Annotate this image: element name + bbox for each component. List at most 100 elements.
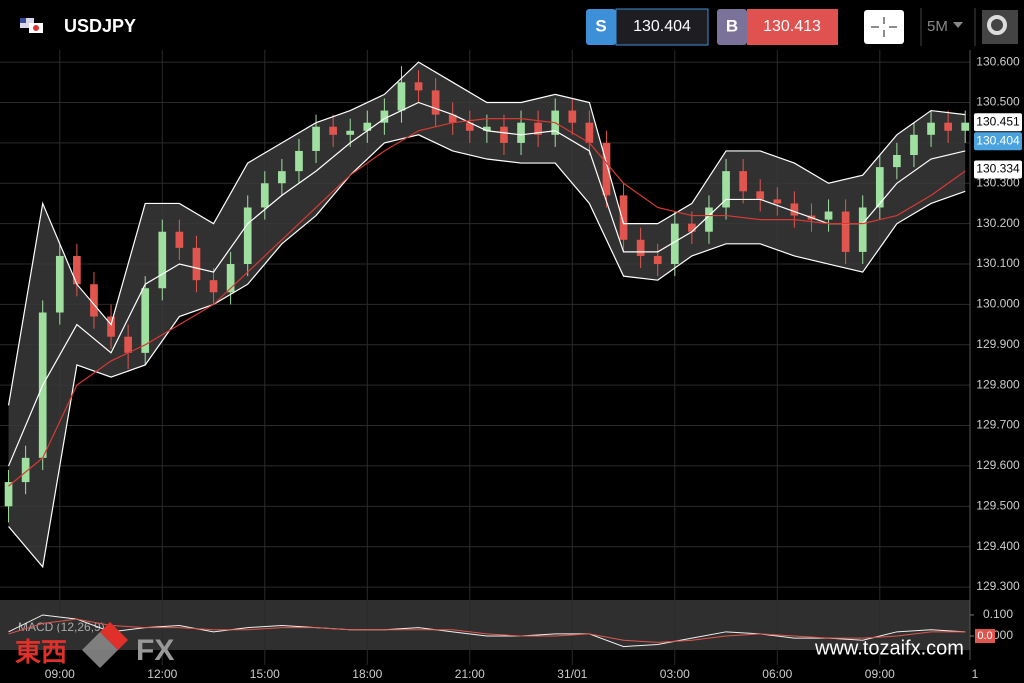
watermark-url: www.tozaifx.com [814,637,964,659]
candle-body [107,316,115,337]
x-tick-label: 1 [972,667,979,681]
candle-body [55,255,64,313]
candle-body [4,482,13,507]
candle-body [773,199,782,204]
y-tick-label: 129.400 [976,539,1020,553]
candle-body [739,171,747,192]
candle-body [910,134,918,155]
timeframe[interactable]: 5M [927,18,948,35]
candle-body [209,280,218,293]
candle-body [295,150,303,172]
candle-body [431,90,440,115]
candle-body [278,171,286,184]
candle-body [175,231,184,248]
y-tick-label: 130.000 [976,297,1020,311]
candle-body [517,122,525,143]
macd-tick-label: 0.100 [983,607,1013,621]
candle-body [465,122,474,131]
candle-body [893,154,901,168]
price-label: 130.404 [976,133,1020,147]
candle-body [824,211,833,220]
macd-panel [0,600,970,650]
crosshair-icon [871,17,897,37]
candle-body [397,82,406,111]
candle-body [346,130,355,135]
macd-line [8,618,966,643]
watermark-logo [100,622,128,650]
sell-button[interactable] [586,9,616,45]
candle-body [653,255,662,265]
overlay-line [7,61,966,406]
candle-body [90,284,98,317]
candle-body [192,247,201,281]
watermark-cjk: 東西 [15,637,67,667]
x-tick-label: 09:00 [865,667,895,681]
plot-area: 129.300 129.400 129.500 129.600 129.700 129.8… [0,50,1022,681]
candle-body [329,126,337,135]
y-tick-label: 129.300 [976,579,1020,593]
buy-label: B [726,16,738,35]
x-tick-label: 21:00 [455,667,485,681]
sell-price: 130.404 [633,18,691,35]
candle-body [500,126,508,143]
candle-body [602,142,611,196]
overlay-line [7,101,966,467]
y-tick-label: 130.500 [976,95,1020,109]
candle-body [619,195,628,240]
candle-body [568,110,577,123]
y-tick-label: 130.600 [976,54,1020,68]
y-tick-label: 129.800 [976,377,1020,391]
symbol: USDJPY [64,16,136,36]
buy-price-box[interactable] [747,9,838,45]
candle-body [243,207,252,265]
macd-current-box [975,629,995,644]
candle-body [636,239,645,256]
x-tick-label: 06:00 [762,667,792,681]
candle-body [688,223,696,232]
candle-body [756,191,765,200]
candle-body [73,255,81,285]
x-tick-label: 31/01 [557,667,587,681]
candle-body [21,457,30,483]
crosshair-button[interactable] [864,10,904,44]
macd-title: MACD (12,26,9) [18,620,105,634]
flag-icon [20,18,43,33]
candle-body [448,114,457,123]
candle-body [312,126,320,151]
candle-body [226,264,235,293]
dropdown-arrow [953,22,963,28]
overlay-line [8,134,966,569]
candle-body [944,122,952,131]
y-tick-label: 130.300 [976,175,1020,189]
price-label: 130.334 [976,162,1020,176]
candle-body [585,122,594,143]
candle-body [858,207,867,252]
candle-body [927,122,935,135]
x-tick-label: 03:00 [660,667,690,681]
x-tick-label: 12:00 [147,667,177,681]
candle-body [380,110,389,123]
sell-price-box[interactable] [615,8,709,46]
y-tick-label: 129.500 [976,498,1020,512]
price-label-box [974,132,1022,151]
candle-body [670,223,679,265]
overlay-line [8,118,966,487]
candle-body [722,171,730,208]
price-label: 130.451 [976,114,1020,128]
candle-body [483,126,491,131]
x-tick-label: 15:00 [250,667,280,681]
x-tick-label: 18:00 [352,667,382,681]
macd-line [8,614,966,648]
candle-body [841,211,850,252]
macd-current-label: 0.0 [977,630,992,642]
y-tick-label: 130.200 [976,216,1020,230]
candle-body [961,122,970,131]
top-bar [0,0,1024,50]
price-label-box [974,160,1022,179]
candle-body [363,122,372,131]
y-tick-label: 129.700 [976,418,1020,432]
buy-button[interactable] [717,9,747,45]
candle-body [260,183,269,208]
